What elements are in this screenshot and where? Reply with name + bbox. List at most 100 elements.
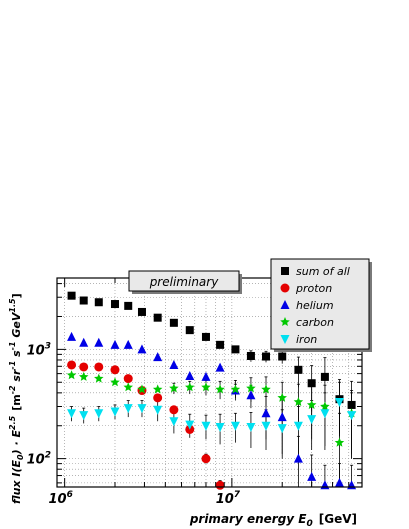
- data-point: [185, 420, 195, 430]
- data-point: [307, 415, 317, 425]
- data-point: [215, 362, 225, 372]
- data-point: [137, 307, 146, 316]
- data-point: [78, 371, 89, 381]
- data-point: [66, 370, 77, 380]
- y-axis-title-sub: 0: [16, 454, 25, 460]
- data-point: [215, 384, 225, 394]
- data-point: [169, 359, 179, 369]
- data-point: [153, 405, 163, 415]
- data-point: [124, 301, 133, 310]
- data-point: [246, 390, 256, 400]
- data-point: [152, 384, 163, 394]
- data-point: [261, 408, 271, 418]
- data-point: [293, 421, 303, 431]
- data-point: [261, 421, 271, 431]
- y-tick-label: 102: [27, 451, 51, 468]
- data-point: [94, 373, 104, 383]
- data-point: [230, 421, 240, 431]
- x-tick-label: 106: [48, 490, 72, 507]
- x-tick-label: 107: [216, 490, 241, 507]
- data-point: [185, 382, 195, 392]
- data-point: [293, 396, 304, 407]
- data-point: [277, 424, 287, 434]
- data-point: [110, 300, 119, 309]
- data-point: [277, 412, 287, 422]
- x-axis-title-sub: 0: [306, 519, 312, 529]
- data-point: [79, 411, 89, 421]
- y-unit-mid-3: GeV: [10, 311, 23, 341]
- annotation-text: preliminary: [149, 275, 220, 289]
- y-unit-sup-3: -1: [8, 341, 17, 350]
- data-point: [201, 382, 211, 392]
- data-point: [201, 332, 210, 341]
- legend-label: sum of all: [296, 265, 350, 278]
- data-point: [201, 454, 211, 464]
- data-point: [262, 352, 271, 361]
- data-point: [246, 422, 256, 432]
- data-point: [320, 409, 330, 419]
- data-point: [94, 298, 103, 307]
- data-point: [230, 384, 241, 394]
- data-point: [123, 374, 133, 384]
- data-point: [169, 405, 179, 415]
- legend-label: iron: [296, 333, 317, 346]
- data-point: [277, 392, 287, 402]
- data-point: [347, 411, 357, 421]
- data-point: [169, 318, 178, 327]
- data-point: [231, 345, 240, 354]
- y-tick-label: 103: [27, 341, 51, 358]
- data-point: [153, 352, 163, 362]
- data-points: [66, 291, 357, 490]
- series-iron: [67, 397, 357, 434]
- data-point: [185, 371, 195, 381]
- legend: sum of all proton helium carbon iron: [270, 258, 372, 352]
- data-point: [67, 409, 77, 419]
- data-point: [94, 409, 104, 419]
- data-point: [67, 291, 76, 300]
- legend-marker: [281, 267, 289, 275]
- series-helium: [67, 331, 357, 490]
- data-point: [79, 296, 88, 305]
- data-point: [110, 407, 120, 417]
- data-point: [320, 480, 330, 490]
- data-point: [67, 360, 77, 370]
- tick-labels: 106 107 102 103: [27, 341, 241, 507]
- data-point: [307, 471, 317, 481]
- data-point: [79, 337, 89, 347]
- data-point: [294, 365, 303, 374]
- y-axis-title-main: flux I(E: [10, 459, 23, 504]
- data-point: [169, 383, 179, 393]
- data-point: [153, 313, 162, 322]
- y-axis-title-unit: [m: [10, 394, 23, 411]
- y-unit-end: ]: [10, 293, 23, 298]
- y-unit-sup-2: -1: [8, 361, 17, 370]
- data-point: [110, 377, 120, 387]
- data-point: [246, 351, 255, 360]
- data-point: [334, 477, 344, 487]
- data-point: [201, 371, 211, 381]
- data-point: [216, 340, 225, 349]
- y-axis-title-mid: ) · E: [10, 429, 23, 455]
- x-axis-title-unit: [GeV]: [319, 512, 357, 526]
- data-point: [169, 417, 179, 427]
- legend-label: helium: [296, 299, 334, 312]
- data-point: [215, 422, 225, 432]
- data-point: [123, 382, 133, 392]
- data-point: [94, 362, 104, 372]
- legend-label: carbon: [296, 316, 334, 329]
- y-unit-sup-1: -2: [8, 385, 17, 394]
- legend-marker: [280, 300, 290, 309]
- data-point: [246, 383, 256, 393]
- legend-marker: [280, 335, 290, 344]
- data-point: [137, 384, 147, 394]
- legend-label: proton: [295, 282, 332, 295]
- x-axis-title: primary energy E0 [GeV]: [189, 512, 357, 529]
- data-point: [278, 352, 287, 361]
- data-point: [110, 339, 120, 349]
- data-point: [79, 362, 89, 372]
- data-point: [185, 326, 194, 335]
- data-point: [320, 401, 330, 411]
- x-axis-title-main: primary energy E: [189, 512, 307, 526]
- series-sum-of-all: [67, 291, 356, 409]
- data-point: [347, 400, 356, 409]
